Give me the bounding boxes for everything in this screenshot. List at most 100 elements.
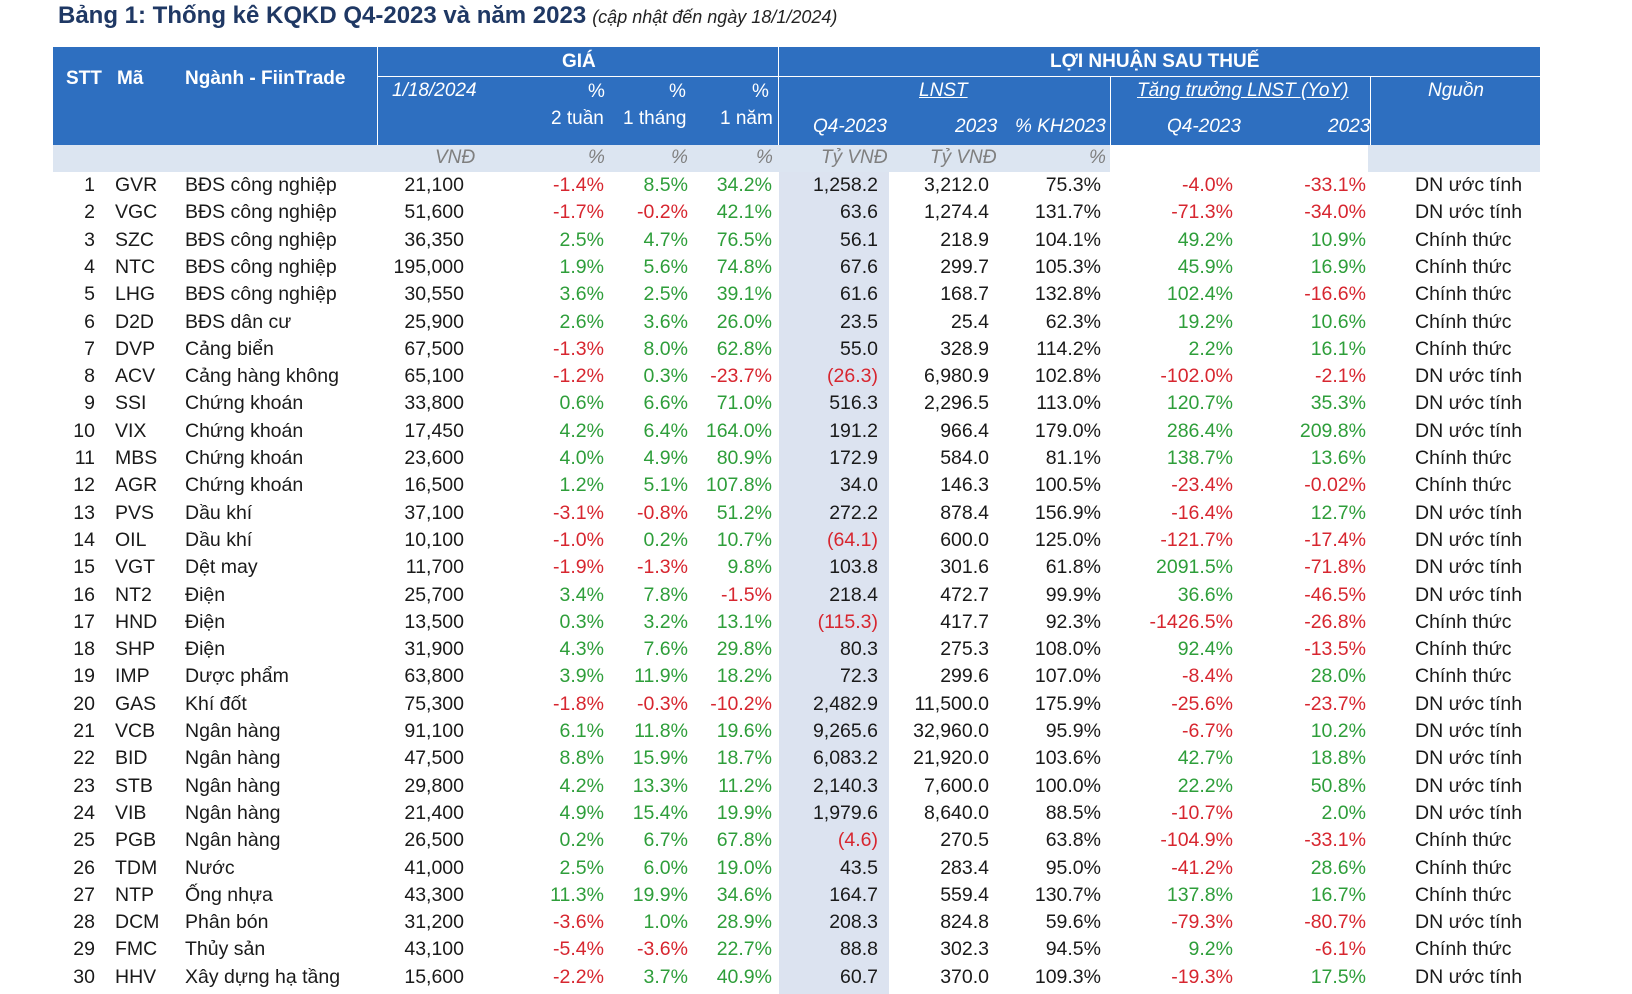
cell-kh2023: 100.0% <box>1034 774 1101 797</box>
cell-ma: STB <box>115 774 153 797</box>
cell-price: 13,500 <box>404 610 464 633</box>
cell-pct-2w: 4.2% <box>559 774 604 797</box>
table-title: Bảng 1: Thống kê KQKD Q4-2023 và năm 202… <box>58 2 837 30</box>
cell-pct-1y: 19.6% <box>716 720 772 742</box>
cell-ma: GAS <box>115 692 157 715</box>
cell-stt: 28 <box>73 911 95 934</box>
cell-kh2023: 114.2% <box>1036 337 1101 360</box>
cell-nguon: DN ước tính <box>1415 747 1523 770</box>
cell-nganh: Chứng khoán <box>185 419 304 442</box>
cell-lnst-q4: 516.3 <box>829 392 878 415</box>
table-row: 18 SHP Điện 31,900 4.3% 7.6% 29.8% 80.3 275.3 108… <box>0 636 1632 663</box>
cell-pct-2w: -1.3% <box>553 337 604 360</box>
table-row: 13 PVS Dầu khí 37,100 -3.1% -0.8% 51.2% 272.2 87… <box>0 500 1632 527</box>
cell-pct-2w: -1.8% <box>553 692 604 715</box>
header-divider <box>377 47 378 145</box>
cell-nganh: Thủy sản <box>185 938 266 961</box>
cell-price: 33,800 <box>404 392 464 415</box>
cell-pct-1m: 7.8% <box>643 583 688 606</box>
table-row: 30 HHV Xây dựng hạ tầng 15,600 -2.2% 3.7% 40.9… <box>0 964 1632 991</box>
cell-pct-1m: -0.8% <box>637 501 688 524</box>
cell-nganh: Dầu khí <box>185 501 253 524</box>
cell-growth-q4: 45.9% <box>1177 255 1233 278</box>
table-row: 21 VCB Ngân hàng 91,100 6.1% 11.8% 19.6% 9,265.… <box>0 718 1632 745</box>
cell-kh2023: 75.3% <box>1045 174 1101 196</box>
cell-lnst-q4: 55.0 <box>840 337 878 360</box>
unit-2023: Tỷ VNĐ <box>930 147 997 168</box>
table-row: 6 D2D BĐS dân cư 25,900 2.6% 3.6% 26.0% 23.5 25.… <box>0 309 1632 336</box>
cell-growth-q4: -71.3% <box>1171 201 1233 224</box>
cell-lnst-2023: 6,980.9 <box>923 365 989 388</box>
cell-lnst-2023: 1,274.4 <box>923 201 989 224</box>
cell-growth-2023: 16.1% <box>1310 337 1366 360</box>
cell-nganh: Điện <box>185 583 226 606</box>
cell-nguon: Chính thức <box>1415 665 1512 688</box>
cell-growth-2023: -2.1% <box>1315 365 1366 388</box>
cell-ma: PVS <box>115 501 155 524</box>
cell-growth-2023: 28.6% <box>1310 856 1366 879</box>
cell-growth-q4: 22.2% <box>1177 774 1233 797</box>
cell-stt: 29 <box>73 938 95 961</box>
cell-lnst-2023: 600.0 <box>940 528 989 551</box>
cell-pct-1m: 5.6% <box>643 255 688 278</box>
cell-lnst-2023: 168.7 <box>940 283 989 306</box>
cell-pct-1y: 51.2% <box>716 501 772 524</box>
unit-price: VNĐ <box>435 147 476 168</box>
cell-pct-2w: 6.1% <box>559 720 604 742</box>
cell-pct-1m: -0.3% <box>637 692 688 715</box>
cell-pct-1y: 39.1% <box>716 283 772 306</box>
cell-price: 21,400 <box>404 801 464 824</box>
cell-growth-2023: -46.5% <box>1304 583 1366 606</box>
cell-price: 63,800 <box>404 665 464 688</box>
cell-ma: VGC <box>115 201 158 224</box>
cell-kh2023: 113.0% <box>1036 392 1101 415</box>
cell-stt: 2 <box>84 201 95 224</box>
cell-pct-1m: 8.5% <box>643 174 688 196</box>
cell-pct-2w: 2.5% <box>559 856 604 879</box>
cell-pct-1m: 6.7% <box>643 829 688 852</box>
cell-growth-2023: -26.8% <box>1304 610 1366 633</box>
cell-growth-q4: -16.4% <box>1171 501 1233 524</box>
table-header <box>53 47 1540 145</box>
cell-ma: SHP <box>115 638 156 661</box>
cell-price: 10,100 <box>404 528 464 551</box>
cell-ma: VIB <box>115 801 147 824</box>
cell-growth-q4: 42.7% <box>1177 747 1233 770</box>
cell-pct-1y: 26.0% <box>716 310 772 333</box>
cell-nganh: Xây dựng hạ tầng <box>185 965 341 988</box>
header-loi-nhuan: LỢI NHUẬN SAU THUẾ <box>1050 51 1260 72</box>
cell-lnst-2023: 370.0 <box>940 965 989 988</box>
cell-pct-2w: 4.3% <box>559 638 604 661</box>
cell-pct-1y: 13.1% <box>716 610 772 633</box>
cell-kh2023: 102.8% <box>1034 365 1101 388</box>
cell-pct-2w: 4.9% <box>559 801 604 824</box>
cell-lnst-q4: 63.6 <box>840 201 878 224</box>
cell-pct-2w: 3.9% <box>559 665 604 688</box>
cell-pct-1y: 76.5% <box>716 228 772 251</box>
cell-pct-2w: -3.1% <box>553 501 604 524</box>
cell-pct-1y: 19.0% <box>716 856 772 879</box>
cell-nguon: Chính thức <box>1415 337 1512 360</box>
cell-stt: 13 <box>73 501 95 524</box>
cell-nguon: Chính thức <box>1415 856 1512 879</box>
cell-growth-q4: 19.2% <box>1177 310 1233 333</box>
table-row: 2 VGC BĐS công nghiệp 51,600 -1.7% -0.2% 42.1%… <box>0 199 1632 226</box>
cell-ma: SSI <box>115 392 147 415</box>
cell-growth-q4: 2091.5% <box>1156 556 1233 579</box>
cell-growth-q4: -23.4% <box>1171 474 1233 497</box>
cell-lnst-2023: 3,212.0 <box>923 174 989 196</box>
cell-pct-1y: 34.2% <box>716 174 772 196</box>
cell-growth-2023: -33.1% <box>1304 174 1366 196</box>
cell-price: 26,500 <box>404 829 464 852</box>
cell-pct-2w: -5.4% <box>553 938 604 961</box>
cell-nguon: Chính thức <box>1415 829 1512 852</box>
cell-nguon: DN ước tính <box>1415 801 1523 824</box>
cell-nganh: BĐS công nghiệp <box>185 228 337 251</box>
header-1-nam: 1 năm <box>720 108 773 129</box>
cell-pct-1y: -10.2% <box>710 692 772 715</box>
cell-stt: 21 <box>73 720 95 742</box>
cell-price: 17,450 <box>404 419 464 442</box>
cell-growth-q4: -121.7% <box>1160 528 1233 551</box>
cell-growth-q4: -25.6% <box>1171 692 1233 715</box>
cell-lnst-2023: 275.3 <box>940 638 989 661</box>
